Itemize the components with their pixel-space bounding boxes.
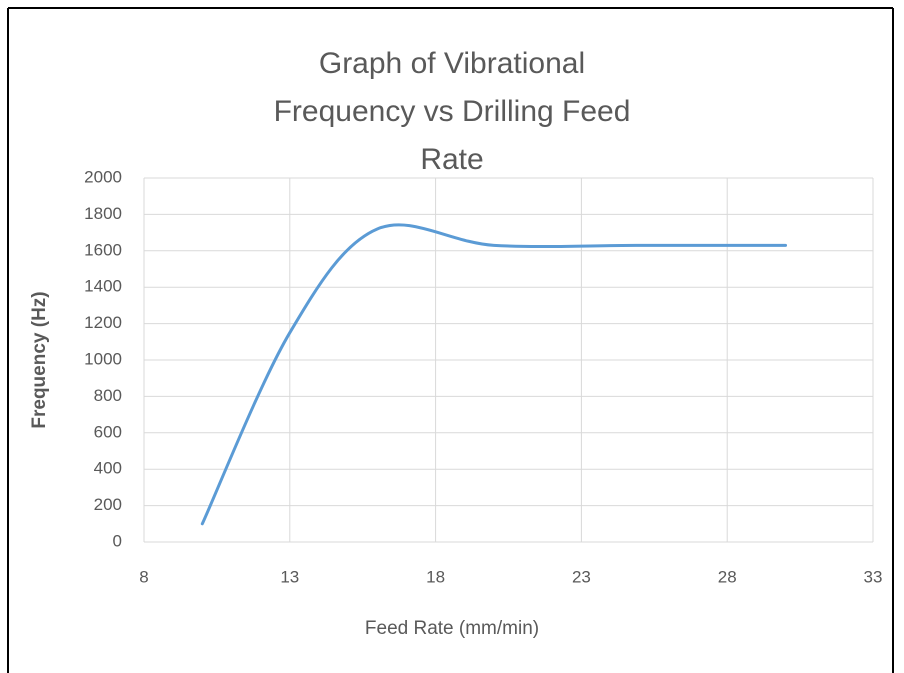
y-tick-label: 600 (94, 422, 122, 441)
y-tick-label: 400 (94, 459, 122, 478)
y-tick-label: 1800 (84, 204, 122, 223)
y-tick-label: 1400 (84, 277, 122, 296)
y-tick-label: 1200 (84, 313, 122, 332)
y-axis-label: Frequency (Hz) (29, 291, 50, 428)
x-tick-label: 18 (426, 567, 445, 586)
line-series (200, 223, 788, 526)
x-tick-label: 33 (864, 567, 883, 586)
chart-title: Graph of Vibrational Frequency vs Drilli… (273, 47, 631, 176)
x-tick-label: 23 (572, 567, 591, 586)
y-tick-label: 1000 (84, 349, 122, 368)
x-tick-label: 28 (718, 567, 737, 586)
y-tick-label: 800 (94, 386, 122, 405)
x-tick-label: 13 (280, 567, 299, 586)
y-tick-label: 2000 (84, 167, 122, 186)
y-tick-label: 200 (94, 495, 122, 514)
y-tick-label: 0 (113, 531, 122, 550)
x-tick-label: 8 (139, 567, 148, 586)
y-tick-label: 1600 (84, 240, 122, 259)
x-axis-label: Feed Rate (mm/min) (365, 618, 539, 639)
